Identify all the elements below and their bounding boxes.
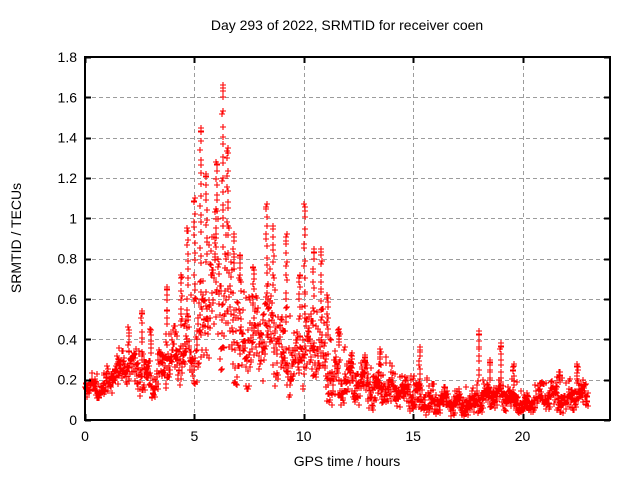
axes-and-ticks [84,56,611,422]
y-tick-label: 0.8 [58,251,78,267]
x-tick-label: 10 [296,428,312,444]
y-tick-label: 1.8 [58,49,78,65]
x-tick-label: 5 [190,428,198,444]
y-tick-label: 1.4 [58,130,78,146]
y-tick-label: 1.2 [58,170,78,186]
x-tick-label: 15 [405,428,421,444]
tick-labels: 0 5 10 15 20 0 0.2 0.4 0.6 0.8 1 1.2 1.4 1.6 1.8 [58,49,531,444]
y-tick-label: 0.4 [58,331,78,347]
y-tick-label: 0.2 [58,372,78,388]
y-tick-label: 0 [69,412,77,428]
y-tick-label: 0.6 [58,291,78,307]
x-axis-label: GPS time / hours [294,453,401,469]
y-axis-label: SRMTID / TECUs [8,183,24,293]
data-points [82,82,591,419]
x-tick-label: 0 [81,428,89,444]
y-tick-label: 1.6 [58,89,78,105]
x-tick-label: 20 [515,428,531,444]
chart-title: Day 293 of 2022, SRMTID for receiver coe… [211,17,483,33]
y-tick-label: 1 [69,210,77,226]
